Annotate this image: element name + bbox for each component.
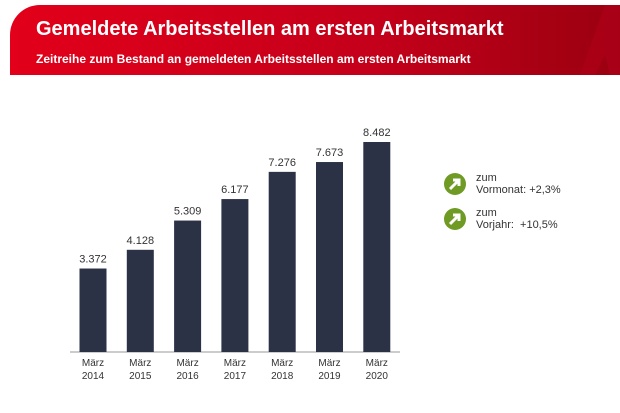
data-label: 6.177 (221, 184, 249, 196)
indicator-label: zum (476, 207, 497, 219)
data-label: 7.276 (268, 157, 296, 169)
tick-label-year: 2020 (366, 371, 389, 382)
bar (126, 249, 154, 352)
indicator-label: zum (476, 172, 497, 184)
logo-icon (580, 5, 620, 75)
page-subtitle: Zeitreihe zum Bestand an gemeldeten Arbe… (36, 52, 471, 66)
indicator-month: zum Vormonat: +2,3% (444, 172, 561, 196)
page-title: Gemeldete Arbeitsstellen am ersten Arbei… (36, 18, 504, 40)
bar (363, 142, 391, 352)
tick-label-year: 2016 (176, 371, 199, 382)
tick-label-month: März (271, 358, 293, 369)
bar (221, 199, 249, 352)
tick-label-month: März (176, 358, 198, 369)
bar (79, 268, 107, 352)
tick-label-month: März (224, 358, 246, 369)
tick-label-month: März (129, 358, 151, 369)
tick-label-year: 2018 (271, 371, 294, 382)
tick-label-year: 2019 (318, 371, 341, 382)
tick-label-year: 2015 (129, 371, 152, 382)
bar (316, 162, 343, 352)
indicator-value: Vorjahr: +10,5% (476, 219, 558, 231)
tick-label-month: März (318, 358, 340, 369)
bar (268, 171, 296, 352)
tick-label-year: 2014 (82, 371, 105, 382)
data-label: 5.309 (174, 206, 202, 218)
tick-label-month: März (366, 358, 388, 369)
header-banner (10, 5, 620, 75)
data-label: 8.482 (363, 127, 391, 139)
indicator-value: Vormonat: +2,3% (476, 184, 561, 196)
data-label: 3.372 (79, 254, 107, 266)
data-label: 4.128 (127, 235, 155, 247)
bar (174, 220, 202, 352)
tick-label-year: 2017 (224, 371, 247, 382)
tick-label-month: März (82, 358, 104, 369)
indicator-year: zum Vorjahr: +10,5% (444, 207, 558, 231)
data-label: 7.673 (316, 147, 344, 159)
arrow-up-right-icon (444, 208, 466, 230)
arrow-up-right-icon (444, 173, 466, 195)
